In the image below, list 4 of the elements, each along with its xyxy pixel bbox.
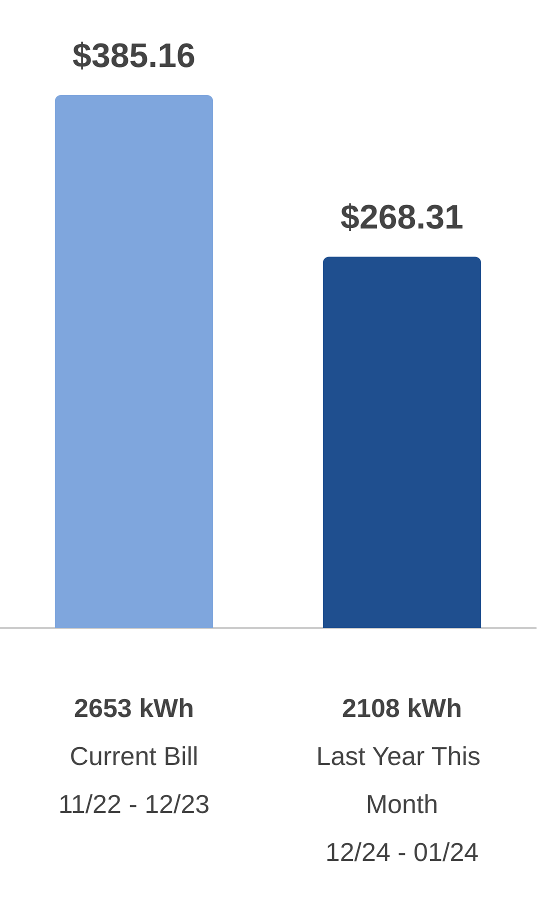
data-label: $268.31 [340, 198, 464, 237]
x-tick-label: 2653 kWh Current Bill 11/22 - 12/23 [58, 693, 210, 819]
x-tick-label: 2108 kWh Last Year This Month 12/24 - 01/24 [316, 693, 488, 867]
data-label: $385.16 [72, 37, 196, 75]
